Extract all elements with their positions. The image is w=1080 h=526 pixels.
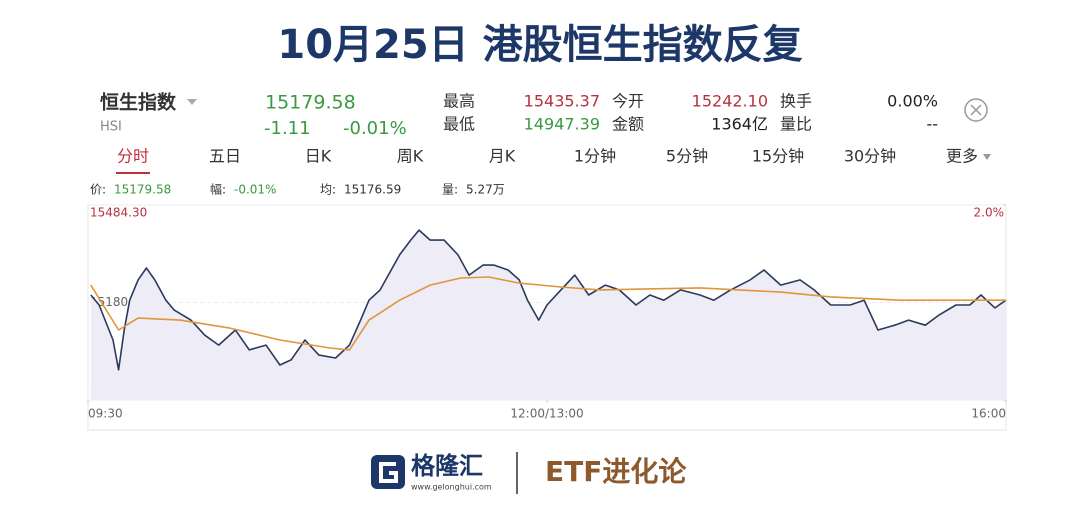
field-value: 15242.10 <box>692 92 768 111</box>
field-label: 最高 <box>443 92 475 111</box>
tab[interactable]: 分时 <box>117 147 149 166</box>
field-value: 14947.39 <box>524 115 600 134</box>
tab[interactable]: 更多 <box>946 147 978 166</box>
index-code: HSI <box>100 120 122 135</box>
field-value: 1364亿 <box>711 115 768 134</box>
dropdown-icon[interactable] <box>187 99 197 105</box>
tab[interactable]: 30分钟 <box>844 147 896 166</box>
more-icon <box>983 154 991 160</box>
index-price: 15179.58 <box>265 92 356 114</box>
brand-logo <box>371 455 405 489</box>
x-tick-label: 16:00 <box>971 407 1006 421</box>
field-value: 15435.37 <box>524 92 600 111</box>
field-label: 最低 <box>443 115 475 134</box>
tab[interactable]: 周K <box>397 147 424 166</box>
field-label: 今开 <box>612 92 644 111</box>
price-area <box>90 230 1007 400</box>
info-value: 15179.58 <box>114 183 171 197</box>
tab-underline <box>116 172 150 174</box>
info-value: 5.27万 <box>466 183 505 197</box>
tab[interactable]: 五日 <box>209 147 241 166</box>
y-tick-label: 15484.30 <box>90 206 147 220</box>
series-line <box>90 229 1007 371</box>
field-label: 金额 <box>612 115 644 134</box>
index-change: -1.11 <box>264 118 311 139</box>
field-value: -- <box>926 115 938 134</box>
brand-name: 格隆汇 <box>411 452 483 480</box>
y2-tick-label: 2.0% <box>974 206 1005 220</box>
close-button[interactable] <box>964 98 988 122</box>
info-label: 幅: <box>210 182 226 197</box>
tab[interactable]: 15分钟 <box>752 147 804 166</box>
field-label: 量比 <box>780 115 812 134</box>
info-label: 均: <box>320 183 336 197</box>
index-change-pct: -0.01% <box>343 118 407 139</box>
x-tick-label: 09:30 <box>88 407 123 421</box>
info-label: 量: <box>442 183 458 197</box>
page-title: 10月25日 港股恒生指数反复 <box>277 22 802 68</box>
info-value: 15176.59 <box>344 183 401 197</box>
info-label: 价: <box>90 183 106 197</box>
index-name: 恒生指数 <box>100 91 177 114</box>
tab[interactable]: 5分钟 <box>666 147 708 166</box>
x-tick-label: 12:00/13:00 <box>510 407 583 421</box>
info-value: -0.01% <box>234 183 276 197</box>
brand-url: www.gelonghui.com <box>411 483 492 492</box>
series-line <box>90 276 1006 351</box>
tab[interactable]: 1分钟 <box>574 147 616 166</box>
partner-name: ETF进化论 <box>545 455 687 488</box>
tab[interactable]: 月K <box>489 147 516 166</box>
tab[interactable]: 日K <box>305 147 332 166</box>
field-value: 0.00% <box>887 92 938 111</box>
field-label: 换手 <box>780 92 812 111</box>
